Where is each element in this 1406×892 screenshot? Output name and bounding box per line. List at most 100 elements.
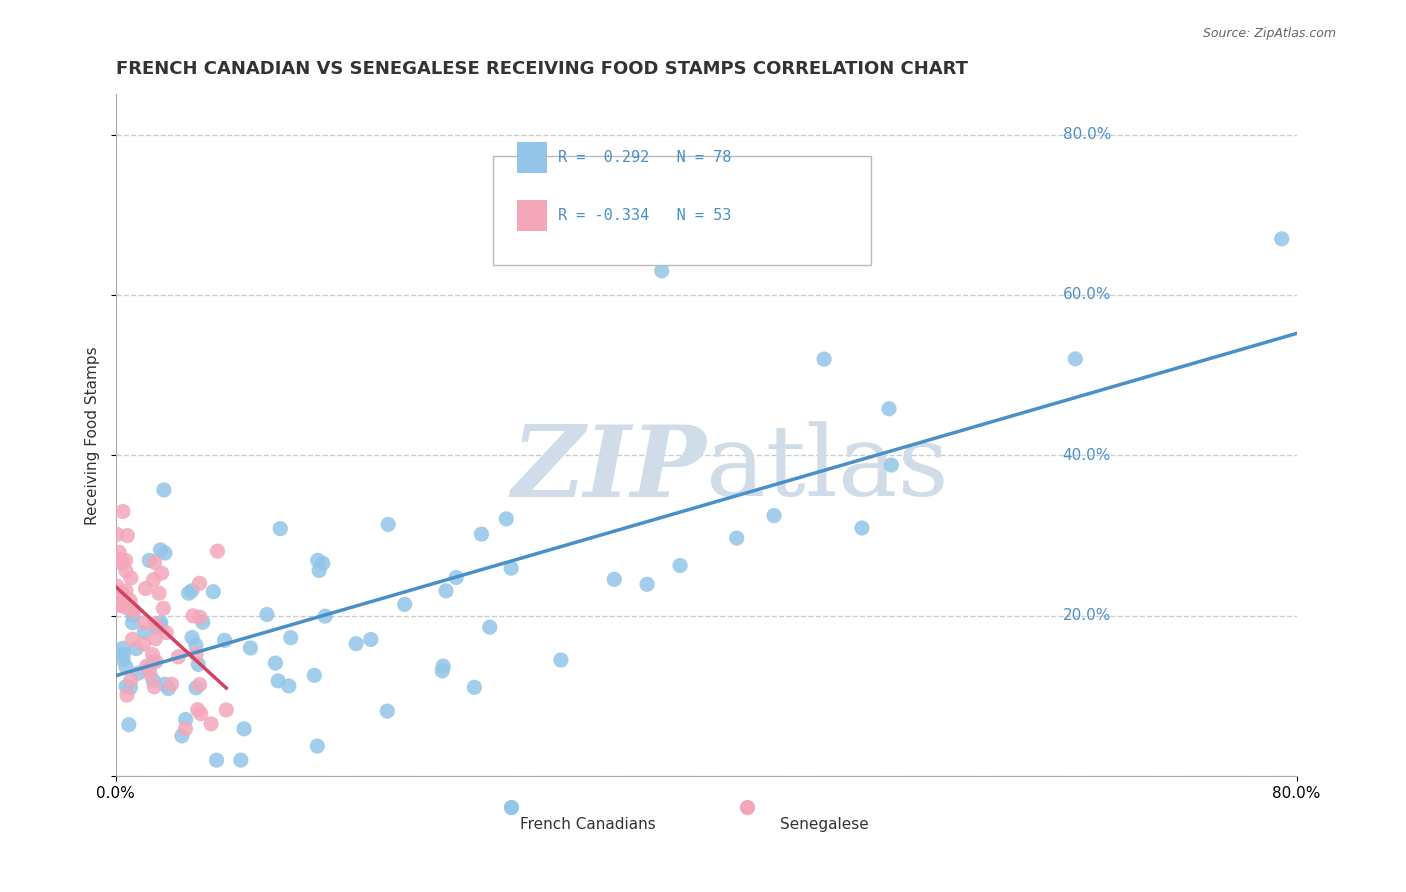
French Canadians [550,653,572,667]
Text: 80.0%: 80.0% [1063,127,1111,142]
French Canadians [184,638,207,652]
Senegalese [121,632,143,647]
French Canadians [202,584,225,599]
French Canadians [651,264,673,278]
Senegalese [200,717,222,731]
Text: FRENCH CANADIAN VS SENEGALESE RECEIVING FOOD STAMPS CORRELATION CHART: FRENCH CANADIAN VS SENEGALESE RECEIVING … [115,60,967,78]
French Canadians [187,657,209,672]
Senegalese [187,703,209,717]
French Canadians [360,632,382,647]
Senegalese [111,504,134,518]
Senegalese [142,573,165,587]
French Canadians [142,673,165,688]
Senegalese [114,564,136,578]
French Canadians [478,620,501,634]
French Canadians [239,640,262,655]
Senegalese [105,527,128,541]
Senegalese [108,552,131,566]
Text: 20.0%: 20.0% [1063,608,1111,624]
French Canadians [149,618,172,632]
French Canadians [444,570,467,584]
French Canadians [851,521,873,535]
French Canadians [375,704,398,718]
French Canadians [307,553,329,567]
French Canadians [142,655,165,669]
French Canadians [1271,232,1294,246]
Senegalese [184,647,207,661]
French Canadians [138,663,160,677]
Senegalese [143,555,166,569]
Senegalese [117,528,139,542]
French Canadians [214,633,236,648]
Senegalese [215,703,238,717]
French Canadians [267,673,290,688]
French Canadians [114,659,136,673]
French Canadians [312,557,335,571]
French Canadians [111,652,134,666]
Senegalese [143,617,166,632]
French Canadians [307,739,329,753]
Senegalese [120,571,142,585]
Senegalese [152,601,174,615]
Senegalese [120,593,142,607]
French Canadians [174,713,197,727]
French Canadians [112,648,135,662]
French Canadians [813,352,835,367]
Senegalese [134,582,156,596]
French Canadians [184,681,207,695]
Text: Source: ZipAtlas.com: Source: ZipAtlas.com [1202,27,1336,40]
French Canadians [603,573,626,587]
French Canadians [377,517,399,532]
French Canadians [118,717,141,731]
French Canadians [180,583,202,598]
Senegalese [135,659,157,673]
French Canadians [177,586,200,600]
French Canadians [880,458,903,472]
French Canadians [233,722,256,736]
French Canadians [304,668,326,682]
Senegalese [150,566,173,581]
Senegalese [110,592,132,607]
French Canadians [121,615,143,630]
Senegalese [108,593,131,607]
French Canadians [725,531,748,545]
French Canadians [256,607,278,622]
French Canadians [280,631,302,645]
French Canadians [191,615,214,630]
Senegalese [111,585,134,599]
French Canadians [149,542,172,557]
French Canadians [181,631,204,645]
Senegalese [115,599,138,614]
Senegalese [181,608,204,623]
Text: 40.0%: 40.0% [1063,448,1111,463]
Senegalese [167,649,190,664]
Text: Senegalese: Senegalese [780,817,869,832]
Senegalese [111,556,134,570]
Senegalese [148,586,170,600]
French Canadians [501,561,523,575]
French Canadians [146,621,169,635]
Senegalese [207,544,229,558]
Senegalese [134,615,156,630]
Senegalese [160,677,183,691]
Senegalese [139,667,162,681]
French Canadians [264,656,287,670]
Senegalese [190,706,212,721]
Senegalese [145,655,167,669]
French Canadians [120,681,142,695]
Senegalese [188,610,211,624]
Senegalese [155,625,177,640]
Senegalese [145,632,167,646]
French Canadians [470,527,492,541]
French Canadians [127,666,149,681]
French Canadians [394,598,416,612]
French Canadians [153,677,176,691]
Y-axis label: Receiving Food Stamps: Receiving Food Stamps [86,346,100,524]
French Canadians [115,679,138,693]
Senegalese [188,576,211,591]
French Canadians [111,641,134,656]
Senegalese [120,673,142,687]
French Canadians [877,401,900,416]
French Canadians [138,553,160,567]
Senegalese [105,579,128,593]
